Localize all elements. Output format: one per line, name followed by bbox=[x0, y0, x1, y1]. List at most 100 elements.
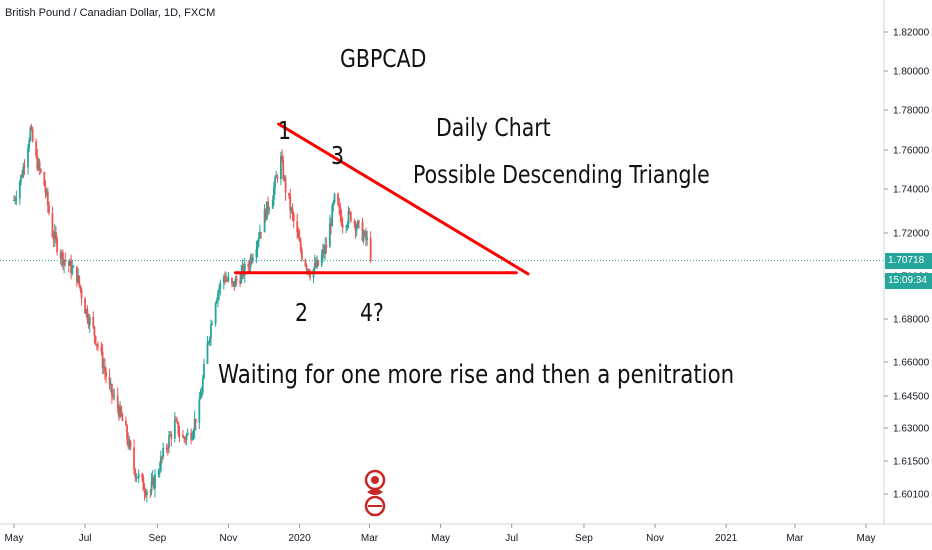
candle-down bbox=[79, 285, 82, 290]
candle-down bbox=[340, 216, 343, 226]
y-tick-label: 1.61500 bbox=[893, 457, 930, 468]
candle-down bbox=[292, 214, 295, 222]
candle-down bbox=[59, 252, 62, 259]
candle-up bbox=[102, 366, 105, 369]
candle-up bbox=[219, 282, 222, 289]
y-tick-label: 1.63000 bbox=[893, 424, 930, 435]
candle-down bbox=[317, 260, 320, 266]
candle-down bbox=[369, 237, 372, 261]
candle-down bbox=[92, 316, 95, 327]
candle-up bbox=[321, 249, 324, 255]
candle-up bbox=[290, 208, 293, 211]
candle-down bbox=[297, 232, 300, 238]
candle-down bbox=[31, 129, 34, 142]
y-tick-label: 1.74000 bbox=[893, 185, 930, 196]
candle-up bbox=[157, 471, 160, 475]
candle-up bbox=[240, 271, 243, 284]
candle-down bbox=[288, 192, 290, 197]
x-tick-label: Nov bbox=[646, 533, 664, 544]
candle-down bbox=[264, 209, 267, 220]
candle-down bbox=[178, 434, 181, 436]
candle-up bbox=[28, 140, 31, 148]
candle-up bbox=[168, 435, 170, 449]
candle-down bbox=[330, 223, 332, 227]
candle-up bbox=[217, 292, 219, 301]
candle-up bbox=[158, 470, 161, 472]
candle-down bbox=[354, 222, 357, 231]
candle-up bbox=[266, 201, 268, 220]
candle-up bbox=[198, 399, 201, 423]
candle-down bbox=[177, 422, 180, 435]
candle-down bbox=[250, 257, 253, 262]
candle-down bbox=[104, 366, 106, 372]
candle-down bbox=[224, 276, 226, 282]
candle-up bbox=[275, 176, 278, 178]
candle-up bbox=[268, 208, 271, 211]
y-tick-label: 1.60100 bbox=[893, 490, 930, 501]
candle-down bbox=[94, 335, 97, 345]
candle-up bbox=[215, 300, 218, 303]
time-axis[interactable]: May Jul Sep Nov 2020 Mar May Jul Sep Nov 2021 Mar Ma… bbox=[5, 524, 876, 544]
candle-up bbox=[356, 220, 359, 228]
candle-down bbox=[353, 221, 356, 223]
candle-down bbox=[100, 346, 103, 352]
candle-up bbox=[218, 288, 221, 293]
candle-down bbox=[365, 231, 367, 240]
candle-down bbox=[62, 252, 64, 265]
last-price-label: 1.70718 bbox=[885, 252, 932, 269]
candle-up bbox=[306, 269, 309, 271]
candle-down bbox=[339, 207, 342, 217]
y-tick-label: 1.78000 bbox=[893, 106, 930, 117]
candle-down bbox=[112, 395, 114, 397]
candle-down bbox=[127, 439, 130, 447]
candle-up bbox=[150, 481, 153, 492]
candle-down bbox=[239, 280, 242, 284]
candle-up bbox=[227, 277, 230, 281]
candle-down bbox=[129, 441, 132, 448]
candle-up bbox=[232, 281, 235, 284]
candle-down bbox=[64, 259, 67, 262]
candle-down bbox=[134, 469, 137, 478]
candle-down bbox=[80, 289, 83, 299]
candle-down bbox=[309, 274, 311, 278]
candle-up bbox=[243, 263, 246, 276]
y-tick-label: 1.72000 bbox=[893, 229, 930, 240]
candle-up bbox=[15, 198, 18, 200]
x-tick-label: Sep bbox=[148, 533, 166, 544]
y-tick-label: 1.66000 bbox=[893, 358, 930, 369]
price-axis[interactable]: 1.82000 1.80000 1.78000 1.76000 1.74000 1.720… bbox=[884, 28, 930, 501]
candle-down bbox=[52, 236, 55, 240]
candle-up bbox=[332, 202, 335, 206]
candle-up bbox=[313, 262, 316, 269]
candle-up bbox=[271, 199, 274, 209]
countdown-label: 15:09:34 bbox=[885, 272, 932, 289]
candle-down bbox=[13, 200, 15, 201]
candle-down bbox=[338, 204, 341, 208]
candle-down bbox=[176, 420, 179, 423]
pattern-annotation: Possible Descending Triangle bbox=[413, 160, 710, 189]
candle-down bbox=[84, 298, 86, 314]
candle-down bbox=[36, 156, 39, 170]
candle-down bbox=[194, 418, 197, 423]
candle-up bbox=[283, 177, 286, 179]
candle-down bbox=[282, 160, 285, 179]
candle-down bbox=[325, 244, 328, 248]
candle-down bbox=[299, 240, 302, 251]
candle-up bbox=[207, 341, 210, 343]
x-tick-label: May bbox=[431, 533, 450, 544]
candle-up bbox=[37, 161, 40, 170]
candle-down bbox=[165, 447, 168, 449]
candle-down bbox=[314, 262, 317, 268]
y-tick-label: 1.68000 bbox=[893, 315, 930, 326]
candle-down bbox=[144, 492, 147, 496]
candle-up bbox=[27, 147, 29, 168]
candle-down bbox=[341, 225, 344, 228]
y-tick-label: 1.82000 bbox=[893, 28, 930, 39]
x-tick-label: 2020 bbox=[288, 533, 311, 544]
candle-up bbox=[324, 244, 327, 254]
candle-down bbox=[291, 208, 294, 215]
candle-down bbox=[120, 406, 123, 415]
